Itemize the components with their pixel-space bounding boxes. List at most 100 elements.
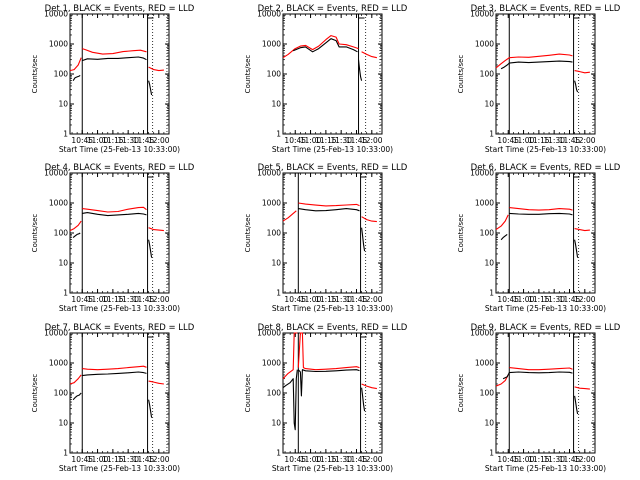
y-tick-label: 10: [271, 100, 281, 109]
x-tick-label: 11:30: [543, 295, 565, 304]
series-line-red: [148, 227, 164, 232]
x-tick-label: 12:00: [361, 455, 383, 464]
x-tick-label: 11:45: [133, 455, 155, 464]
series-line-red: [148, 66, 164, 72]
plot-frame: [69, 13, 170, 135]
series-line-black: [282, 369, 298, 431]
series-line-red: [574, 228, 590, 232]
x-tick-label: 11:15: [102, 295, 124, 304]
series-line-black: [574, 395, 579, 415]
y-tick-label: 1: [276, 289, 281, 298]
series-line-black: [148, 80, 153, 96]
panel-title: Det 8, BLACK = Events, RED = LLD: [258, 323, 408, 333]
series-line-black: [500, 233, 508, 241]
series-line-red: [282, 210, 297, 222]
detector-panel-6: 1 10 100 1000 10000 10:4511:0011:1511:3011:45…: [457, 163, 621, 313]
x-tick-label: 11:15: [315, 136, 337, 145]
series-line-red: [69, 374, 82, 385]
series-line-red: [509, 207, 573, 211]
series-line-black: [298, 208, 360, 212]
y-tick-label: 1000: [475, 359, 494, 368]
x-tick-label: 11:15: [528, 136, 550, 145]
x-tick-label: 11:30: [117, 295, 139, 304]
detector-panel-4: 1 10 100 1000 10000 10:4511:0011:1511:3011:45…: [31, 163, 195, 313]
x-tick-label: 11:30: [117, 136, 139, 145]
series-line-black: [148, 399, 153, 418]
y-tick-label: 10000: [257, 329, 281, 338]
x-tick-label: 10:45: [497, 295, 519, 304]
panel-title: Det 3, BLACK = Events, RED = LLD: [471, 4, 621, 14]
y-tick-label: 10: [58, 100, 68, 109]
x-tick-label: 11:00: [513, 295, 535, 304]
series-line-black: [72, 74, 81, 82]
series-line-red: [495, 374, 509, 387]
y-tick-label: 1000: [49, 359, 68, 368]
series-line-black: [574, 80, 579, 93]
x-tick-label: 11:00: [87, 295, 109, 304]
y-tick-label: 10000: [257, 169, 281, 178]
series-line-red: [282, 332, 298, 380]
y-tick-label: 10000: [44, 169, 68, 178]
y-tick-label: 10000: [44, 10, 68, 19]
y-tick-label: 10: [271, 419, 281, 428]
y-tick-label: 100: [480, 229, 495, 238]
y-tick-label: 10000: [470, 10, 494, 19]
x-tick-label: 11:00: [300, 455, 322, 464]
x-tick-label: 11:00: [513, 136, 535, 145]
x-axis-label: Start Time (25-Feb-13 10:33:00): [59, 304, 180, 313]
series-line-red: [495, 53, 573, 69]
y-axis-label: Counts/sec: [244, 214, 252, 253]
y-tick-label: 100: [54, 70, 69, 79]
x-tick-label: 10:45: [284, 455, 306, 464]
y-axis-label: Counts/sec: [457, 214, 465, 253]
y-axis-label: Counts/sec: [31, 214, 39, 253]
y-tick-label: 10000: [470, 169, 494, 178]
x-tick-label: 10:45: [71, 295, 93, 304]
x-tick-label: 11:45: [346, 455, 368, 464]
y-axis-label: Counts/sec: [31, 374, 39, 413]
x-tick-label: 12:00: [148, 455, 170, 464]
series-line-black: [361, 227, 366, 252]
x-tick-label: 11:45: [559, 136, 581, 145]
y-tick-label: 1000: [475, 40, 494, 49]
y-tick-label: 100: [480, 389, 495, 398]
y-tick-label: 1: [63, 449, 68, 458]
plot-frame: [495, 13, 596, 135]
y-tick-label: 10000: [470, 329, 494, 338]
series-line-red: [69, 220, 82, 232]
x-axis-label: Start Time (25-Feb-13 10:33:00): [485, 304, 606, 313]
x-tick-label: 10:45: [497, 455, 519, 464]
panel-title: Det 2, BLACK = Events, RED = LLD: [258, 4, 408, 14]
x-tick-label: 11:30: [117, 455, 139, 464]
series-line-black: [72, 232, 81, 239]
x-tick-label: 11:00: [300, 295, 322, 304]
plot-frame: [495, 172, 596, 294]
x-axis-label: Start Time (25-Feb-13 10:33:00): [272, 145, 393, 154]
x-tick-label: 11:45: [346, 136, 368, 145]
series-line-red: [297, 332, 360, 371]
y-tick-label: 100: [267, 389, 282, 398]
y-tick-label: 1000: [475, 199, 494, 208]
x-tick-label: 10:45: [71, 455, 93, 464]
plot-frame: [282, 13, 383, 135]
panel-title: Det 1, BLACK = Events, RED = LLD: [45, 4, 195, 14]
detector-panel-9: 1 10 100 1000 10000 10:4511:0011:1511:3011:45…: [457, 323, 621, 473]
panel-title: Det 7, BLACK = Events, RED = LLD: [45, 323, 195, 333]
series-line-red: [282, 35, 359, 59]
series-line-red: [574, 386, 590, 390]
series-line-black: [72, 392, 82, 401]
series-line-red: [509, 367, 573, 371]
x-tick-label: 11:30: [330, 295, 352, 304]
y-tick-label: 10: [484, 259, 494, 268]
x-tick-label: 11:00: [87, 136, 109, 145]
detector-panel-1: 1 10 100 1000 10000 10:4511:0011:1511:3011:45…: [31, 4, 195, 154]
y-tick-label: 10000: [44, 329, 68, 338]
x-tick-label: 11:00: [87, 455, 109, 464]
y-tick-label: 10: [58, 259, 68, 268]
series-line-black: [502, 371, 573, 380]
panel-title: Det 9, BLACK = Events, RED = LLD: [471, 323, 621, 333]
x-axis-label: Start Time (25-Feb-13 10:33:00): [485, 464, 606, 473]
x-tick-label: 11:30: [330, 136, 352, 145]
y-tick-label: 100: [267, 229, 282, 238]
